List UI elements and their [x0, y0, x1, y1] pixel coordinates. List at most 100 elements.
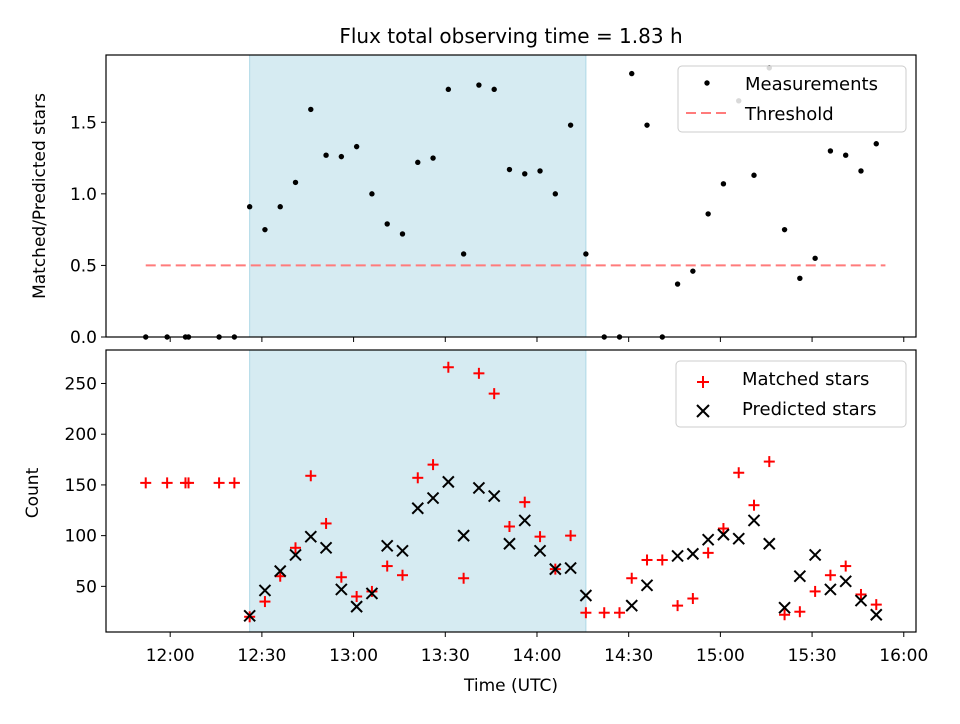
measurement-point [720, 181, 727, 187]
predicted-star-point [579, 589, 593, 602]
measurement-point [369, 191, 375, 197]
matched-star-point [412, 472, 424, 484]
bottom-y-tick-label: 150 [65, 476, 97, 496]
measurement-point [705, 211, 711, 217]
matched-star-point [183, 477, 195, 489]
legend-threshold-label: Threshold [744, 104, 834, 125]
x-tick-label: 13:00 [329, 646, 378, 666]
x-tick-label: 14:30 [604, 646, 653, 666]
bottom-legend-box [675, 360, 907, 428]
matched-star-point [259, 596, 271, 608]
matched-star-point [702, 547, 714, 559]
predicted-star-point [763, 537, 776, 550]
matched-star-point [442, 361, 454, 373]
predicted-star-point [274, 564, 287, 578]
legend-matched-marker [697, 376, 709, 388]
top-panel: 0.0 0.5 1.0 1.5 Matched/Predicted stars Mea… [30, 54, 917, 348]
measurement-point [552, 191, 559, 197]
predicted-star-point [365, 587, 379, 600]
matched-star-point [335, 571, 347, 583]
matched-star-point [565, 530, 577, 542]
measurement-point [858, 168, 864, 174]
predicted-star-point [381, 539, 394, 552]
bottom-legend: Matched stars Predicted stars [675, 360, 907, 428]
matched-star-point [519, 496, 531, 508]
bottom-axes-frame [105, 349, 917, 633]
predicted-star-point [671, 549, 684, 563]
measurement-point [812, 255, 818, 261]
measurement-point [476, 82, 482, 88]
matched-star-point [580, 607, 592, 619]
top-legend-box [677, 65, 907, 133]
matched-star-point [320, 517, 332, 529]
predicted-star-point [350, 600, 363, 613]
matched-star-point [534, 531, 546, 543]
matched-star-point [598, 607, 610, 619]
measurement-point [629, 70, 635, 77]
predicted-star-point [778, 601, 791, 614]
matched-star-point [381, 560, 393, 572]
predicted-star-point [335, 583, 348, 596]
top-legend: Measurements Threshold [677, 65, 907, 133]
predicted-star-point [717, 528, 730, 541]
measurement-point [491, 86, 497, 93]
predicted-star-point [854, 594, 868, 607]
measurement-point [827, 148, 834, 154]
matched-star-point [855, 588, 867, 600]
legend-measurements-marker [704, 80, 710, 86]
predicted-star-point [747, 514, 761, 527]
legend-predicted-label: Predicted stars [742, 399, 876, 420]
measurement-point [308, 106, 314, 113]
predicted-star-point [487, 489, 501, 503]
matched-star-point [290, 542, 302, 554]
x-axis-label: Time (UTC) [463, 676, 558, 696]
x-tick-label: 13:30 [421, 646, 470, 666]
predicted-star-point [396, 544, 409, 558]
matched-star-point [161, 477, 173, 489]
predicted-star-point [426, 491, 440, 505]
figure-title: Flux total observing time = 1.83 h [339, 24, 682, 48]
matched-star-point [672, 600, 684, 612]
measurement-point [353, 143, 360, 150]
measurement-point [644, 122, 650, 128]
predicted-star-point [808, 548, 822, 562]
matched-star-point [794, 606, 806, 618]
top-highlight-span [249, 54, 587, 338]
legend-matched-label: Matched stars [742, 369, 869, 390]
measurement-point [506, 166, 513, 173]
predicted-star-point [625, 599, 638, 612]
x-tick-label: 15:30 [788, 646, 837, 666]
measurement-point [445, 86, 452, 93]
measurement-point [246, 204, 253, 210]
measurement-point [567, 122, 574, 128]
predicted-star-point [732, 532, 745, 545]
bottom-y-tick-label: 200 [65, 425, 97, 445]
measurement-points-layer [143, 65, 879, 340]
matched-star-point [396, 569, 408, 581]
top-x-ticks [169, 337, 905, 342]
predicted-star-point [533, 544, 547, 558]
matched-star-point [427, 459, 439, 471]
predicted-star-point [518, 514, 531, 527]
x-tick-label: 12:30 [237, 646, 286, 666]
top-y-tick-label: 0.0 [70, 328, 97, 348]
predicted-star-point [549, 562, 562, 576]
predicted-star-point [686, 547, 700, 561]
bottom-y-tick-label: 100 [65, 527, 97, 547]
matched-star-point [458, 572, 470, 584]
measurement-point [262, 226, 268, 233]
measurement-point [674, 281, 681, 287]
matched-star-point [366, 585, 378, 597]
predicted-star-point [870, 608, 883, 621]
measurement-point [751, 172, 757, 178]
measurement-point [583, 251, 589, 257]
measurement-point [873, 141, 879, 147]
matched-star-point [503, 521, 515, 533]
predicted-star-point [824, 583, 837, 596]
x-tick-label: 16:00 [879, 646, 928, 666]
measurement-point [415, 159, 421, 166]
predicted-star-point [442, 475, 455, 489]
matched-star-point [641, 554, 653, 566]
matched-star-point [733, 467, 745, 479]
